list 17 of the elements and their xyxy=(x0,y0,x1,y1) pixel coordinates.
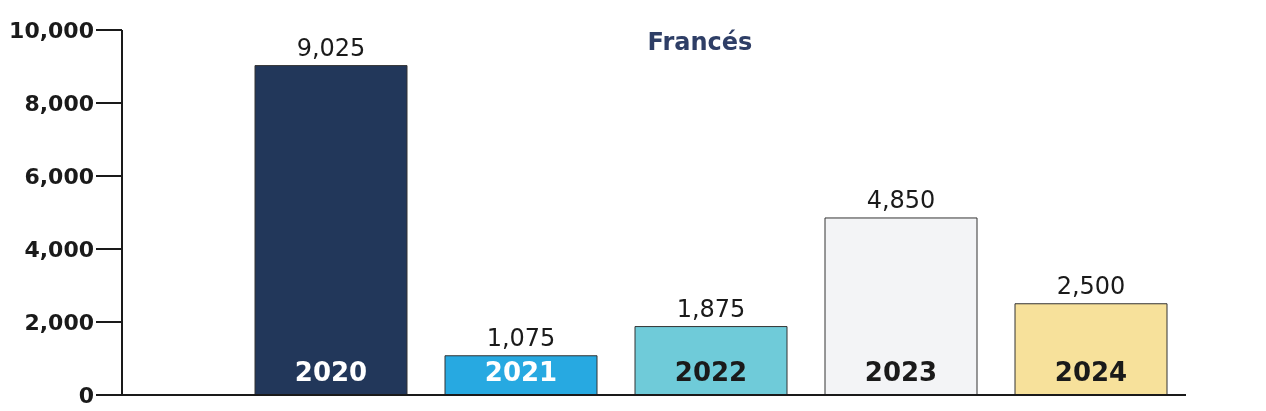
x-tick-label: 2024 xyxy=(1054,357,1128,387)
y-tick-label: 4,000 xyxy=(24,236,94,262)
y-tick-label: 6,000 xyxy=(24,163,94,189)
x-tick-label: 2023 xyxy=(864,357,938,387)
x-tick-label: 2020 xyxy=(294,357,368,387)
y-tick-label: 2,000 xyxy=(24,309,94,335)
data-label: 2,500 xyxy=(1056,271,1126,300)
data-label: 1,875 xyxy=(676,294,746,323)
data-label: 1,075 xyxy=(486,323,556,352)
y-tick-label: 10,000 xyxy=(9,17,94,43)
x-tick-label: 2021 xyxy=(484,357,558,387)
chart-title: Francés xyxy=(646,28,754,56)
x-tick-label: 2022 xyxy=(674,357,748,387)
data-label: 9,025 xyxy=(296,33,366,62)
y-tick-label: 0 xyxy=(78,382,94,408)
y-tick-label: 8,000 xyxy=(24,90,94,116)
data-label: 4,850 xyxy=(866,185,936,214)
